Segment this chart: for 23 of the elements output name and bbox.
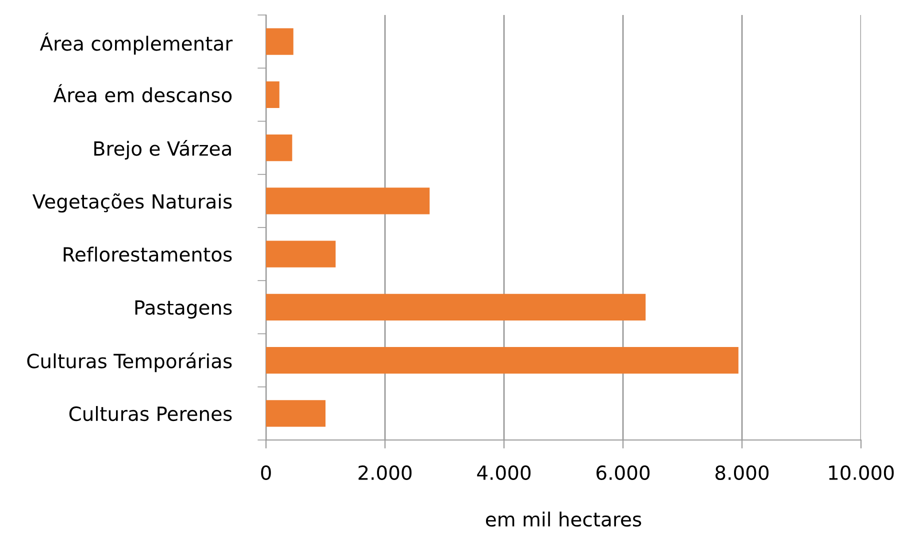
bar bbox=[266, 400, 326, 427]
x-tick-label: 2.000 bbox=[358, 465, 412, 480]
y-tick-label: Pastagens bbox=[135, 300, 232, 319]
y-tick-label: Área complementar bbox=[40, 32, 233, 55]
bar bbox=[266, 347, 738, 374]
bar bbox=[266, 294, 646, 320]
y-tick-label: Brejo e Várzea bbox=[94, 140, 231, 160]
bar bbox=[266, 28, 294, 55]
x-tick-label: 8.000 bbox=[715, 465, 769, 480]
bar bbox=[266, 134, 292, 162]
x-tick-label: 0 bbox=[261, 465, 271, 480]
bar bbox=[266, 188, 430, 214]
bar bbox=[266, 240, 336, 268]
y-tick-label: Culturas Temporárias bbox=[27, 352, 232, 372]
x-tick-label: 6.000 bbox=[596, 465, 650, 480]
y-tick-label: Vegetações Naturais bbox=[32, 193, 232, 213]
x-axis-title: em mil hectares bbox=[486, 512, 642, 527]
x-tick-label: 4.000 bbox=[477, 465, 531, 480]
x-tick-label: 10.000 bbox=[829, 465, 894, 480]
bar bbox=[266, 81, 280, 108]
y-tick-label: Culturas Perenes bbox=[69, 406, 232, 422]
y-tick-label: Reflorestamentos bbox=[64, 246, 232, 262]
y-tick-label: Área em descanso bbox=[53, 84, 232, 102]
